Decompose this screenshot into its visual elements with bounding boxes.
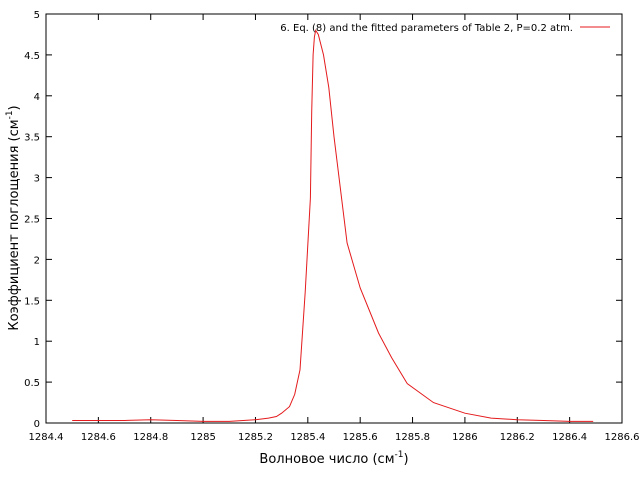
y-tick-label: 3: [34, 174, 40, 185]
y-tick-label: 0: [34, 419, 40, 430]
x-tick-label: 1285.8: [395, 432, 430, 443]
y-tick-label: 1.5: [24, 296, 40, 307]
y-tick-label: 2.5: [24, 215, 40, 226]
x-tick-label: 1285: [190, 432, 215, 443]
x-tick-label: 1285.6: [343, 432, 378, 443]
x-tick-label: 1286.4: [552, 432, 587, 443]
tick-labels: 1284.4 1284.6 1284.8 1285 1285.2 1285.4 1285.6…: [24, 10, 639, 443]
x-tick-label: 1285.4: [290, 432, 325, 443]
series-line: [72, 29, 594, 422]
y-tick-label: 0.5: [24, 378, 40, 389]
x-tick-label: 1286.6: [605, 432, 640, 443]
legend-entry-label: 6. Eq. (8) and the fitted parameters of …: [280, 23, 573, 34]
y-axis-label-end: ): [7, 105, 22, 110]
x-tick-label: 1286.2: [500, 432, 535, 443]
y-tick-label: 2: [34, 255, 40, 266]
y-axis-label: Коэффициент поглощения (см-1): [5, 105, 22, 330]
x-axis-label-end: ): [403, 452, 408, 467]
x-tick-label: 1285.2: [238, 432, 273, 443]
y-tick-label: 5: [34, 10, 40, 21]
x-axis-label-superscript: -1: [395, 450, 404, 460]
x-axis-label: Волновое число (см-1): [259, 450, 408, 467]
plot-frame: [45, 13, 623, 424]
x-tick-label: 1284.8: [133, 432, 168, 443]
ticks: [45, 13, 623, 424]
y-tick-label: 4: [34, 92, 40, 103]
x-tick-label: 1286: [452, 432, 477, 443]
x-tick-label: 1284.4: [29, 432, 64, 443]
x-tick-label: 1284.6: [81, 432, 116, 443]
legend: 6. Eq. (8) and the fitted parameters of …: [280, 23, 610, 34]
y-tick-label: 4.5: [24, 51, 40, 62]
y-tick-label: 3.5: [24, 133, 40, 144]
y-tick-label: 1: [34, 337, 40, 348]
y-axis-label-superscript: -1: [5, 110, 15, 119]
